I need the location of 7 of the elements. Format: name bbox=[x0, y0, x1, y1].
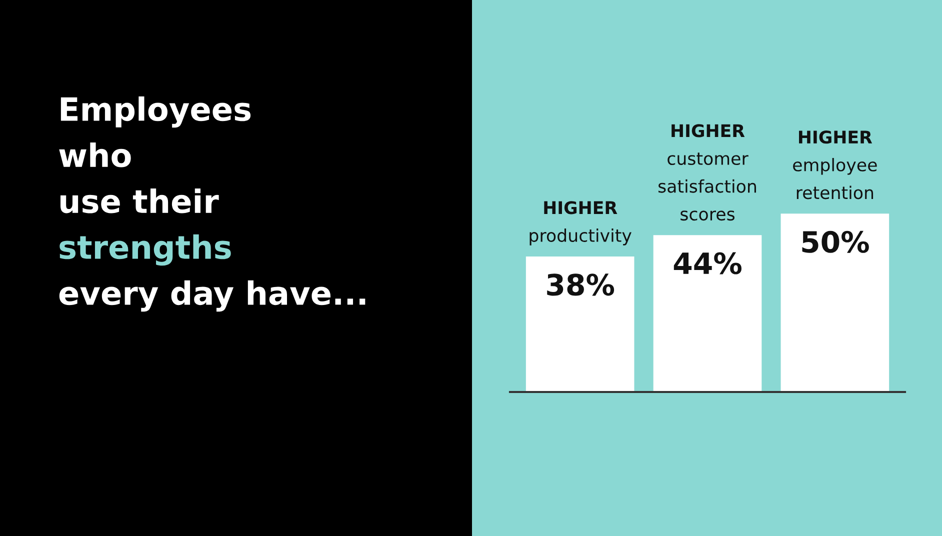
data-label: 44% bbox=[674, 252, 742, 274]
x-tick-label: HIGHER productivity bbox=[530, 201, 632, 246]
data-label: 50% bbox=[802, 230, 869, 253]
data-label: 38% bbox=[547, 274, 614, 296]
text: Employees who use their strengths every day have... bbox=[59, 96, 366, 312]
x-tick-label: HIGHER customer satisfaction scores bbox=[658, 124, 756, 221]
x-tick-label: HIGHER employee retention bbox=[793, 130, 877, 200]
